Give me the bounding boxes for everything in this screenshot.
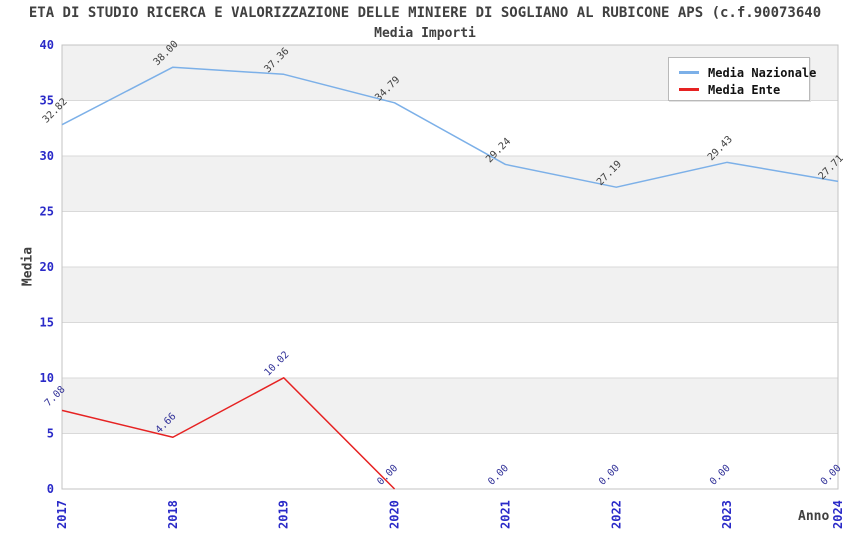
background-band xyxy=(62,156,838,212)
point-label-media-ente: 0.00 xyxy=(708,463,733,488)
y-tick-label: 10 xyxy=(40,371,54,385)
series-line-media-ente xyxy=(61,377,396,490)
y-tick-label: 35 xyxy=(40,94,54,108)
x-tick-label: 2018 xyxy=(166,500,180,529)
y-tick-label: 15 xyxy=(40,316,54,330)
chart-subtitle: Media Importi xyxy=(374,26,476,41)
point-label-media-ente: 0.00 xyxy=(486,463,511,488)
x-tick-label: 2024 xyxy=(831,500,845,529)
y-tick-label: 25 xyxy=(40,205,54,219)
legend-item-media-ente: Media Ente xyxy=(679,81,801,98)
y-tick-label: 5 xyxy=(47,427,54,441)
x-tick-label: 2021 xyxy=(498,500,512,529)
y-tick-label: 0 xyxy=(47,482,54,496)
x-tick-label: 2022 xyxy=(609,500,623,529)
x-tick-label: 2017 xyxy=(55,500,69,529)
background-band xyxy=(62,378,838,434)
point-label-media-ente: 0.00 xyxy=(819,463,844,488)
x-axis-title: Anno xyxy=(798,509,830,524)
legend: Media Nazionale Media Ente xyxy=(668,57,816,101)
point-label-media-ente: 10.02 xyxy=(262,349,291,378)
point-label-media-ente: 0.00 xyxy=(375,463,400,488)
y-tick-label: 40 xyxy=(40,38,54,52)
x-tick-label: 2020 xyxy=(388,500,402,529)
media-nazionale-line-swatch-icon xyxy=(679,71,699,74)
y-axis-title: Media xyxy=(20,246,36,287)
x-tick-label: 2019 xyxy=(277,500,291,529)
legend-label-media-ente: Media Ente xyxy=(708,82,781,97)
point-label-media-ente: 0.00 xyxy=(597,463,622,488)
x-tick-label: 2023 xyxy=(720,500,734,529)
legend-item-media-nazionale: Media Nazionale xyxy=(679,64,816,81)
y-tick-label: 30 xyxy=(40,149,54,163)
plot-border xyxy=(61,44,839,490)
y-tick-label: 20 xyxy=(40,260,54,274)
media-ente-line-swatch-icon xyxy=(679,88,699,91)
chart-title: ETA DI STUDIO RICERCA E VALORIZZAZIONE D… xyxy=(28,5,822,21)
series-line-media-nazionale xyxy=(61,66,839,188)
legend-label-media-nazionale: Media Nazionale xyxy=(708,65,817,80)
background-band xyxy=(62,267,838,323)
